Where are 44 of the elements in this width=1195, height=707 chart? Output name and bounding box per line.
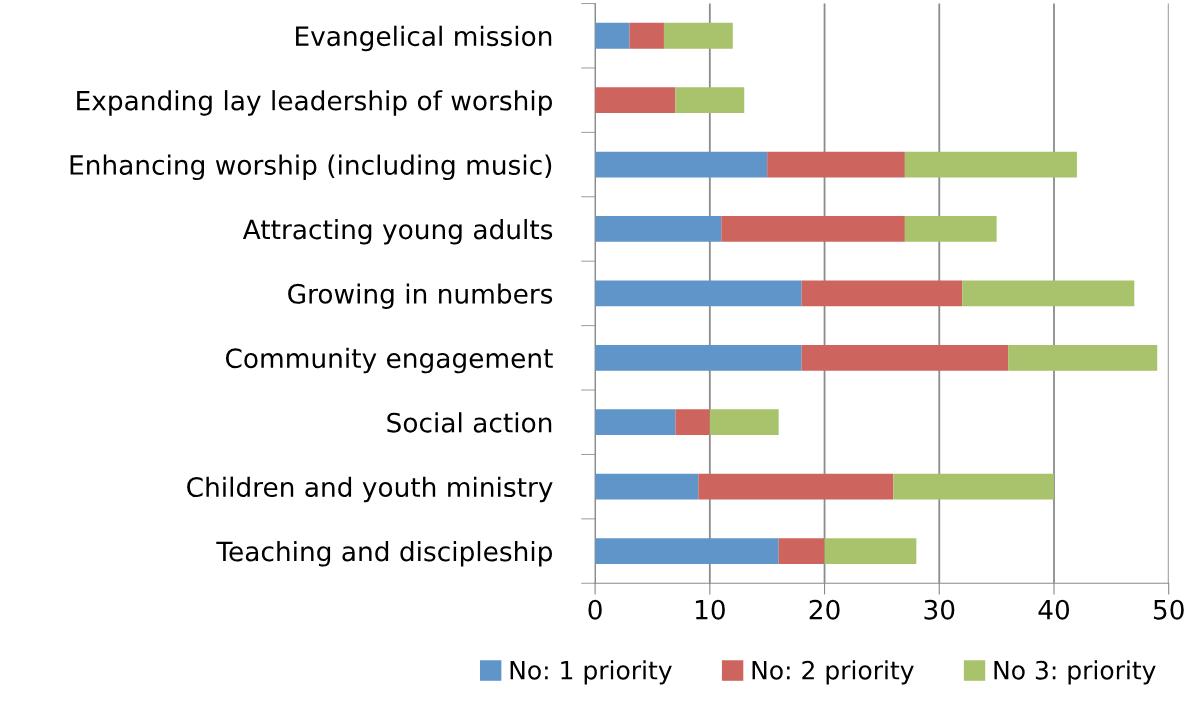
- bar: [595, 280, 802, 307]
- legend-label: No: 1 priority: [510, 660, 672, 685]
- y-tick-label: Teaching and discipleship: [216, 541, 552, 567]
- bar: [709, 409, 779, 436]
- bar: [595, 344, 802, 371]
- bar: [698, 473, 894, 500]
- bar: [595, 409, 676, 436]
- bar: [675, 87, 745, 114]
- bar: [595, 473, 699, 500]
- bar: [721, 216, 905, 242]
- bar: [595, 87, 676, 114]
- legend-label: No: 2 priority: [752, 660, 914, 685]
- bar: [893, 473, 1054, 500]
- x-tick-label: 0: [588, 599, 602, 620]
- bar: [778, 538, 825, 564]
- y-tick-label: Community engagement: [225, 347, 553, 374]
- bar: [962, 280, 1135, 307]
- bar: [595, 538, 779, 564]
- y-tick-label: Growing in numbers: [288, 283, 553, 309]
- bar: [904, 151, 1077, 178]
- x-tick-label: 20: [809, 599, 840, 620]
- bar: [629, 22, 664, 49]
- legend-label: No 3: priority: [994, 660, 1156, 685]
- y-tick-label: Enhancing worship (including music): [70, 154, 552, 181]
- bar: [595, 216, 722, 242]
- y-tick-label: Children and youth ministry: [187, 476, 553, 503]
- x-tick-label: 40: [1038, 599, 1070, 620]
- bar: [1008, 344, 1158, 371]
- bar: [767, 151, 905, 178]
- y-tick-label: Social action: [387, 412, 552, 433]
- x-tick-label: 10: [695, 599, 725, 620]
- x-tick-label: 30: [924, 599, 955, 620]
- bar: [663, 22, 733, 49]
- bar: [675, 409, 710, 436]
- bar: [801, 344, 1009, 371]
- x-tick-label: 50: [1153, 599, 1184, 620]
- y-tick-label: Evangelical mission: [296, 25, 552, 52]
- bar: [904, 216, 997, 242]
- bar: [801, 280, 963, 307]
- bar: [595, 22, 630, 49]
- bar: [595, 151, 768, 178]
- y-tick-label: Attracting young adults: [242, 218, 553, 245]
- bar: [824, 538, 917, 564]
- y-tick-label: Expanding lay leadership of worship: [77, 90, 552, 116]
